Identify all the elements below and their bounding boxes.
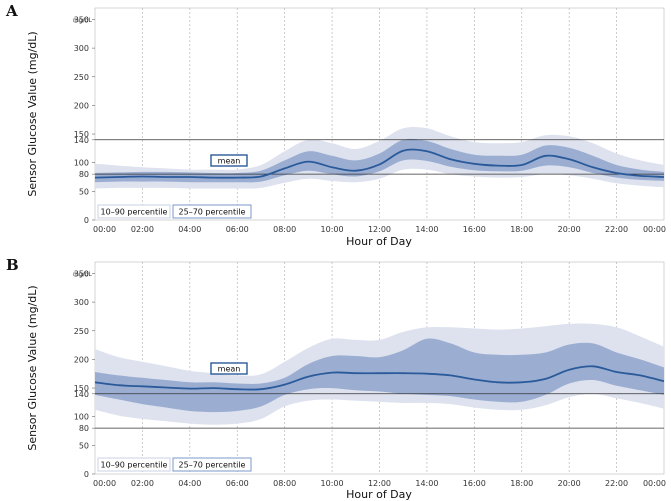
y-tick-label: 300 bbox=[74, 298, 89, 307]
y-axis-label: Sensor Glucose Value (mg/dL) bbox=[26, 285, 39, 450]
legend-mean-box bbox=[210, 154, 248, 167]
x-tick-label: 10:00 bbox=[321, 225, 344, 234]
legend-10-90-percentile: 10–90 percentile bbox=[101, 208, 168, 217]
y-tick-label: 300 bbox=[74, 44, 89, 53]
x-tick-label: 22:00 bbox=[605, 225, 628, 234]
x-tick-label: 12:00 bbox=[368, 479, 391, 488]
y-tick-label: 250 bbox=[74, 73, 89, 82]
legend-10-90-box bbox=[97, 204, 171, 219]
y-tick-label: 100 bbox=[74, 159, 89, 168]
y-tick-label: 140 bbox=[74, 136, 89, 145]
y-tick-label: 0 bbox=[84, 470, 89, 479]
x-tick-label: 14:00 bbox=[415, 225, 438, 234]
legend-25-70-box bbox=[172, 204, 252, 219]
y-tick-label: 80 bbox=[79, 424, 89, 433]
x-tick-label: 20:00 bbox=[558, 225, 581, 234]
mean-line bbox=[94, 365, 665, 391]
y-tick-label: 350 bbox=[74, 269, 89, 278]
legend-25-70-box bbox=[172, 457, 252, 472]
x-tick-label: 10:00 bbox=[321, 479, 344, 488]
x-axis-label: Hour of Day bbox=[346, 488, 412, 501]
x-tick-label: 14:00 bbox=[415, 479, 438, 488]
y-axis-label: Sensor Glucose Value (mg/dL) bbox=[26, 31, 39, 196]
x-tick-label: 04:00 bbox=[178, 479, 201, 488]
y-unit-label: mg/dL bbox=[73, 17, 92, 24]
y-unit-label: mg/dL bbox=[73, 271, 92, 278]
legend-25-70-percentile: 25–70 percentile bbox=[179, 208, 246, 217]
x-tick-label: 08:00 bbox=[273, 479, 296, 488]
x-axis-label: Hour of Day bbox=[346, 235, 412, 248]
y-tick-label: 150 bbox=[74, 130, 89, 139]
y-tick-label: 80 bbox=[79, 170, 89, 179]
y-tick-label: 0 bbox=[84, 216, 89, 225]
x-tick-label: 02:00 bbox=[131, 225, 154, 234]
x-tick-label: 08:00 bbox=[273, 225, 296, 234]
band-25-70-percentile bbox=[95, 138, 664, 183]
legend-10-90-box bbox=[97, 457, 171, 472]
y-tick-label: 50 bbox=[79, 187, 89, 196]
x-tick-label: 12:00 bbox=[368, 225, 391, 234]
y-tick-label: 140 bbox=[74, 390, 89, 399]
x-tick-label: 20:00 bbox=[558, 479, 581, 488]
legend-mean: mean bbox=[218, 157, 241, 166]
x-tick-label: 16:00 bbox=[463, 225, 486, 234]
x-tick-label: 18:00 bbox=[510, 225, 533, 234]
panel-letter-b: B bbox=[6, 256, 19, 274]
x-tick-label: 00:00 bbox=[643, 479, 666, 488]
x-tick-label: 06:00 bbox=[226, 479, 249, 488]
x-tick-label: 18:00 bbox=[510, 479, 533, 488]
x-tick-label: 00:00 bbox=[93, 225, 116, 234]
x-tick-label: 16:00 bbox=[463, 479, 486, 488]
x-tick-label: 06:00 bbox=[226, 225, 249, 234]
y-tick-label: 200 bbox=[74, 355, 89, 364]
mean-line bbox=[94, 148, 665, 179]
y-tick-label: 100 bbox=[74, 413, 89, 422]
y-tick-label: 50 bbox=[79, 441, 89, 450]
legend-10-90-percentile: 10–90 percentile bbox=[101, 461, 168, 470]
y-tick-label: 150 bbox=[74, 384, 89, 393]
y-tick-label: 200 bbox=[74, 101, 89, 110]
panel-letter-a: A bbox=[5, 2, 18, 20]
x-tick-label: 00:00 bbox=[643, 225, 666, 234]
y-tick-label: 250 bbox=[74, 327, 89, 336]
x-tick-label: 04:00 bbox=[178, 225, 201, 234]
legend-25-70-percentile: 25–70 percentile bbox=[179, 461, 246, 470]
x-tick-label: 02:00 bbox=[131, 479, 154, 488]
y-tick-label: 350 bbox=[74, 15, 89, 24]
legend-mean-box bbox=[210, 362, 248, 375]
x-tick-label: 00:00 bbox=[93, 479, 116, 488]
x-axis-ticks: 00:00 02:00 04:00 06:00 08:00 10:00 12:00 14:00… bbox=[93, 225, 666, 234]
x-axis-ticks: 00:00 02:00 04:00 06:00 08:00 10:00 12:00 14:00… bbox=[93, 479, 666, 488]
x-tick-label: 22:00 bbox=[605, 479, 628, 488]
legend-mean: mean bbox=[218, 365, 241, 374]
